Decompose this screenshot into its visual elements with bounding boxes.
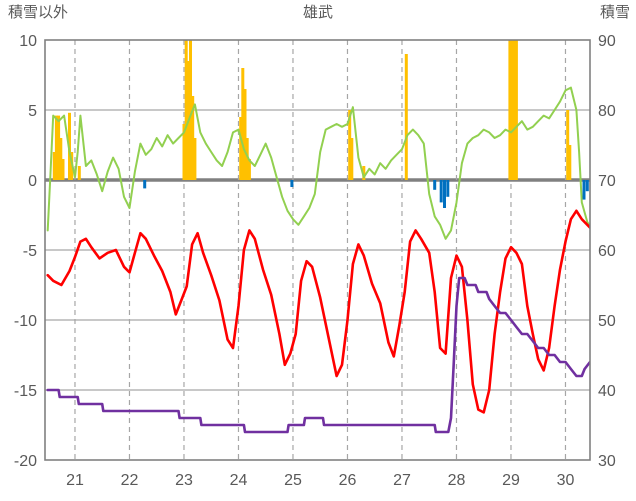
svg-text:28: 28 [448, 472, 466, 489]
svg-text:23: 23 [175, 472, 193, 489]
svg-text:25: 25 [284, 472, 302, 489]
left-axis-title: 積雪以外 [8, 4, 69, 21]
svg-text:5: 5 [28, 103, 37, 120]
svg-text:80: 80 [598, 103, 616, 120]
svg-text:26: 26 [339, 472, 357, 489]
svg-text:30: 30 [557, 472, 575, 489]
svg-text:-15: -15 [14, 383, 37, 400]
svg-text:60: 60 [598, 243, 616, 260]
svg-text:-20: -20 [14, 453, 37, 470]
svg-text:70: 70 [598, 173, 616, 190]
right-axis-title: 積雪 [599, 4, 630, 21]
svg-text:10: 10 [19, 33, 37, 50]
svg-text:24: 24 [230, 472, 248, 489]
svg-text:30: 30 [598, 453, 616, 470]
svg-text:-10: -10 [14, 313, 37, 330]
svg-text:22: 22 [121, 472, 139, 489]
svg-text:-5: -5 [23, 243, 37, 260]
svg-text:90: 90 [598, 33, 616, 50]
svg-text:40: 40 [598, 383, 616, 400]
svg-text:27: 27 [393, 472, 411, 489]
svg-text:29: 29 [502, 472, 520, 489]
svg-text:50: 50 [598, 313, 616, 330]
svg-text:0: 0 [28, 173, 37, 190]
svg-text:21: 21 [66, 472, 84, 489]
